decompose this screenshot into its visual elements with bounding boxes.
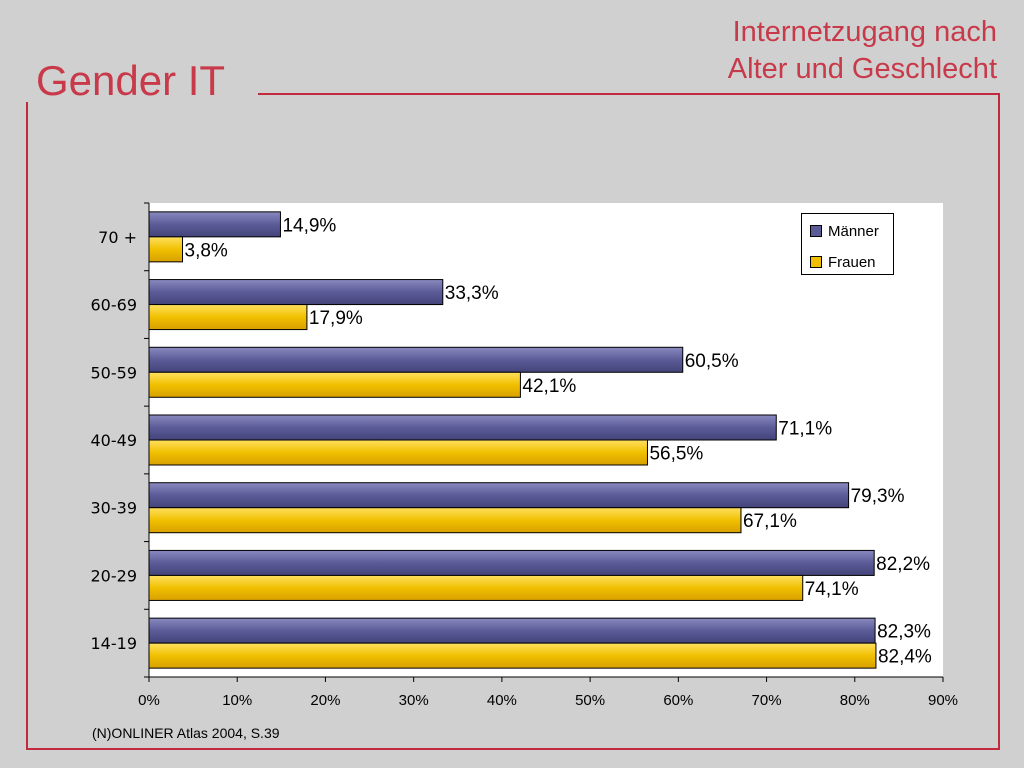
legend-item-maenner: Männer (810, 221, 879, 241)
value-label-frauen: 82,4% (878, 647, 932, 668)
frame-top-line (258, 93, 1000, 95)
category-label: 14-19 (91, 634, 138, 653)
bar-maenner (148, 617, 876, 644)
value-label-maenner: 79,3% (851, 486, 905, 507)
category-label: 70 + (98, 228, 137, 247)
bar-frauen (148, 507, 742, 534)
slide-subtitle: Internetzugang nach Alter und Geschlecht (728, 14, 997, 88)
bar-maenner (148, 211, 281, 238)
category-label: 50-59 (91, 363, 138, 382)
value-label-maenner: 33,3% (445, 283, 499, 304)
legend-label-maenner: Männer (828, 222, 879, 240)
value-label-frauen: 3,8% (185, 240, 228, 261)
x-tick-label: 40% (487, 692, 517, 709)
value-label-frauen: 74,1% (805, 579, 859, 600)
frame-left-line (26, 102, 28, 750)
value-label-maenner: 60,5% (685, 351, 739, 372)
x-tick-label: 0% (138, 692, 160, 709)
value-label-maenner: 82,2% (876, 554, 930, 575)
x-tick-label: 20% (310, 692, 340, 709)
value-label-frauen: 17,9% (309, 308, 363, 329)
frame-bottom-line (26, 748, 1000, 750)
value-label-frauen: 67,1% (743, 511, 797, 532)
bar-frauen (148, 439, 648, 466)
value-label-maenner: 14,9% (282, 215, 336, 236)
value-label-frauen: 56,5% (649, 444, 703, 465)
value-label-frauen: 42,1% (522, 376, 576, 397)
bar-maenner (148, 346, 684, 373)
category-label: 40-49 (91, 431, 138, 450)
x-tick-label: 50% (575, 692, 605, 709)
bar-frauen (148, 236, 184, 263)
legend-label-frauen: Frauen (828, 253, 876, 271)
chart-legend: Männer Frauen (801, 213, 894, 275)
value-label-maenner: 71,1% (778, 419, 832, 440)
bar-frauen (148, 574, 804, 601)
category-label: 60-69 (91, 296, 138, 315)
frame-right-line (998, 93, 1000, 750)
bar-maenner (148, 279, 444, 306)
legend-swatch-maenner (810, 225, 822, 237)
x-tick-label: 70% (752, 692, 782, 709)
bar-frauen (148, 371, 521, 398)
category-label: 20-29 (91, 566, 138, 585)
value-label-maenner: 82,3% (877, 622, 931, 643)
legend-swatch-frauen (810, 256, 822, 268)
source-note: (N)ONLINER Atlas 2004, S.39 (92, 725, 280, 741)
subtitle-line-2: Alter und Geschlecht (727, 53, 997, 85)
category-label: 30-39 (91, 499, 138, 518)
x-tick-label: 80% (840, 692, 870, 709)
bar-maenner (148, 482, 850, 509)
x-tick-label: 60% (663, 692, 693, 709)
bar-frauen (148, 304, 308, 331)
bar-maenner (148, 549, 875, 576)
bar-frauen (148, 642, 877, 669)
slide-title: Gender IT (36, 57, 226, 104)
bar-maenner (148, 414, 777, 441)
subtitle-line-1: Internetzugang nach (732, 16, 997, 48)
x-tick-label: 30% (399, 692, 429, 709)
legend-item-frauen: Frauen (810, 252, 876, 272)
x-tick-label: 90% (928, 692, 958, 709)
x-tick-label: 10% (222, 692, 252, 709)
